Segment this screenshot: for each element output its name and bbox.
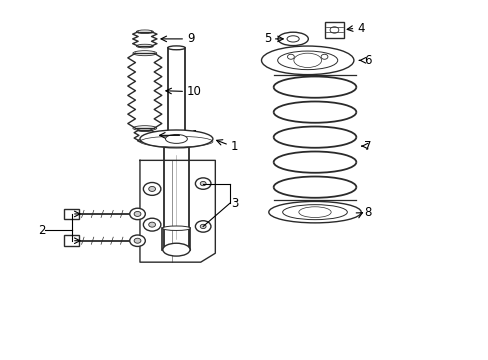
Text: 4: 4 bbox=[357, 22, 364, 35]
Circle shape bbox=[129, 235, 145, 247]
Ellipse shape bbox=[277, 51, 337, 69]
Text: 5: 5 bbox=[264, 32, 271, 45]
FancyBboxPatch shape bbox=[324, 22, 344, 38]
Text: 6: 6 bbox=[364, 54, 371, 67]
Circle shape bbox=[200, 181, 205, 186]
Circle shape bbox=[129, 208, 145, 220]
Text: 9: 9 bbox=[187, 32, 194, 45]
Text: 11: 11 bbox=[184, 129, 199, 142]
Ellipse shape bbox=[162, 226, 190, 230]
Circle shape bbox=[321, 54, 327, 59]
FancyBboxPatch shape bbox=[64, 208, 79, 219]
Text: 10: 10 bbox=[187, 85, 202, 98]
Circle shape bbox=[143, 183, 161, 195]
Circle shape bbox=[195, 221, 210, 232]
Ellipse shape bbox=[286, 36, 299, 42]
Ellipse shape bbox=[163, 243, 190, 256]
Ellipse shape bbox=[293, 53, 321, 67]
Circle shape bbox=[143, 218, 161, 231]
Circle shape bbox=[195, 178, 210, 189]
Ellipse shape bbox=[277, 32, 308, 46]
Circle shape bbox=[287, 54, 294, 59]
Circle shape bbox=[134, 238, 141, 243]
Text: 1: 1 bbox=[230, 140, 238, 153]
Ellipse shape bbox=[162, 247, 190, 252]
Ellipse shape bbox=[261, 46, 353, 75]
Circle shape bbox=[148, 222, 155, 227]
Ellipse shape bbox=[268, 202, 361, 223]
Text: 8: 8 bbox=[364, 206, 371, 219]
Ellipse shape bbox=[167, 46, 185, 50]
Circle shape bbox=[329, 27, 338, 33]
Circle shape bbox=[148, 186, 155, 192]
Text: 3: 3 bbox=[230, 197, 238, 210]
Ellipse shape bbox=[167, 137, 185, 141]
Text: 2: 2 bbox=[38, 224, 45, 237]
Ellipse shape bbox=[165, 134, 187, 143]
Ellipse shape bbox=[282, 204, 346, 220]
Text: 7: 7 bbox=[364, 140, 371, 153]
FancyBboxPatch shape bbox=[64, 235, 79, 246]
Circle shape bbox=[134, 211, 141, 216]
Circle shape bbox=[200, 224, 205, 229]
Ellipse shape bbox=[140, 130, 212, 148]
